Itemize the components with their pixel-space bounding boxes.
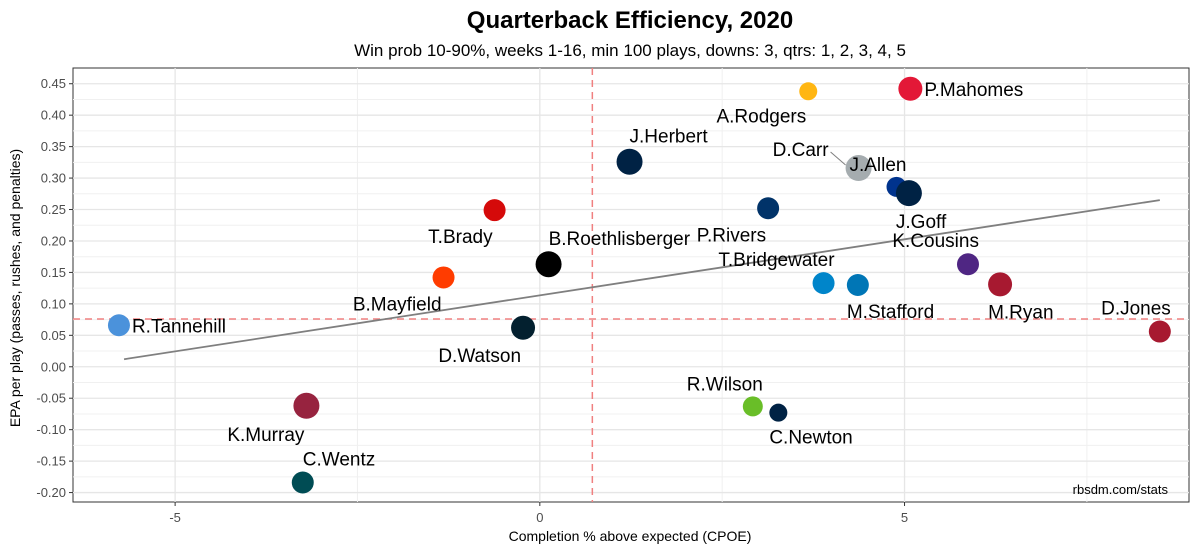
label-b-mayfield: B.Mayfield <box>353 294 442 315</box>
y-tick-label: -0.15 <box>36 454 66 469</box>
data-points <box>107 76 1171 494</box>
point-m-stafford <box>846 274 869 296</box>
point-c-newton <box>769 403 788 422</box>
y-tick-label: 0.15 <box>41 265 66 280</box>
trend-line <box>123 199 1160 361</box>
point-a-rodgers <box>799 82 818 101</box>
point-t-brady <box>483 199 506 222</box>
y-tick-label: 0.20 <box>41 233 66 248</box>
label-b-roethlisberger: B.Roethlisberger <box>549 229 691 250</box>
point-c-wentz <box>291 471 314 494</box>
label-c-wentz: C.Wentz <box>303 450 376 471</box>
point-d-jones <box>1148 320 1171 343</box>
x-tick-label: 0 <box>536 510 543 525</box>
label-p-mahomes: P.Mahomes <box>924 80 1023 101</box>
label-p-rivers: P.Rivers <box>697 225 766 246</box>
label-j-allen: J.Allen <box>849 155 906 176</box>
label-a-rodgers: A.Rodgers <box>716 106 806 127</box>
point-j-goff <box>895 180 922 207</box>
y-axis-title: EPA per play (passes, rushes, and penalt… <box>7 149 23 427</box>
point-b-roethlisberger <box>535 251 562 278</box>
label-d-carr: D.Carr <box>773 140 830 161</box>
y-tick-label: 0.10 <box>41 296 66 311</box>
x-axis-title: Completion % above expected (CPOE) <box>509 528 752 544</box>
y-tick-label: -0.05 <box>36 391 66 406</box>
y-tick-label: 0.25 <box>41 202 66 217</box>
point-j-herbert <box>616 148 643 175</box>
label-j-goff: J.Goff <box>896 212 947 233</box>
chart-title: Quarterback Efficiency, 2020 <box>467 7 793 34</box>
label-t-brady: T.Brady <box>428 227 493 248</box>
label-d-watson: D.Watson <box>438 346 521 367</box>
label-m-stafford: M.Stafford <box>847 302 934 323</box>
y-tick-label: -0.20 <box>36 485 66 500</box>
point-p-mahomes <box>898 76 923 101</box>
point-b-mayfield <box>432 266 455 289</box>
label-r-tannehill: R.Tannehill <box>132 316 226 337</box>
y-tick-label: 0.35 <box>41 139 66 154</box>
label-r-wilson: R.Wilson <box>687 374 763 395</box>
point-d-carr <box>845 155 872 182</box>
label-k-cousins: K.Cousins <box>892 231 979 252</box>
chart-subtitle: Win prob 10-90%, weeks 1-16, min 100 pla… <box>354 41 906 60</box>
point-t-bridgewater <box>812 272 835 295</box>
y-tick-label: 0.40 <box>41 108 66 123</box>
point-p-rivers <box>757 197 780 220</box>
point-r-tannehill <box>107 314 130 337</box>
label-t-bridgewater: T.Bridgewater <box>718 250 835 271</box>
label-d-jones: D.Jones <box>1101 299 1171 320</box>
label-m-ryan: M.Ryan <box>988 302 1053 323</box>
major-gridlines <box>73 68 1189 502</box>
y-tick-label: 0.30 <box>41 171 66 186</box>
reference-lines <box>73 68 1189 502</box>
y-tick-label: 0.00 <box>41 359 66 374</box>
y-axis-ticks: -0.20 -0.15 -0.10 -0.05 0.00 0.05 0.10 0.15 0.20… <box>36 76 73 500</box>
label-k-murray: K.Murray <box>227 425 305 446</box>
source-caption: rbsdm.com/stats <box>1073 482 1169 497</box>
point-m-ryan <box>988 272 1013 297</box>
y-tick-label: 0.45 <box>41 76 66 91</box>
label-c-newton: C.Newton <box>769 428 852 449</box>
x-tick-label: 5 <box>901 510 908 525</box>
x-tick-label: -5 <box>169 510 181 525</box>
point-d-watson <box>511 315 536 340</box>
point-labels: P.Mahomes A.Rodgers J.Herbert D.Carr J.Allen… <box>132 80 1171 471</box>
point-r-wilson <box>742 396 763 417</box>
x-axis-ticks: -5 0 5 <box>169 502 908 525</box>
point-k-murray <box>293 392 320 419</box>
label-j-herbert: J.Herbert <box>630 127 709 148</box>
y-tick-label: 0.05 <box>41 328 66 343</box>
point-k-cousins <box>956 253 979 276</box>
y-tick-label: -0.10 <box>36 422 66 437</box>
label-leader-line <box>830 151 846 166</box>
